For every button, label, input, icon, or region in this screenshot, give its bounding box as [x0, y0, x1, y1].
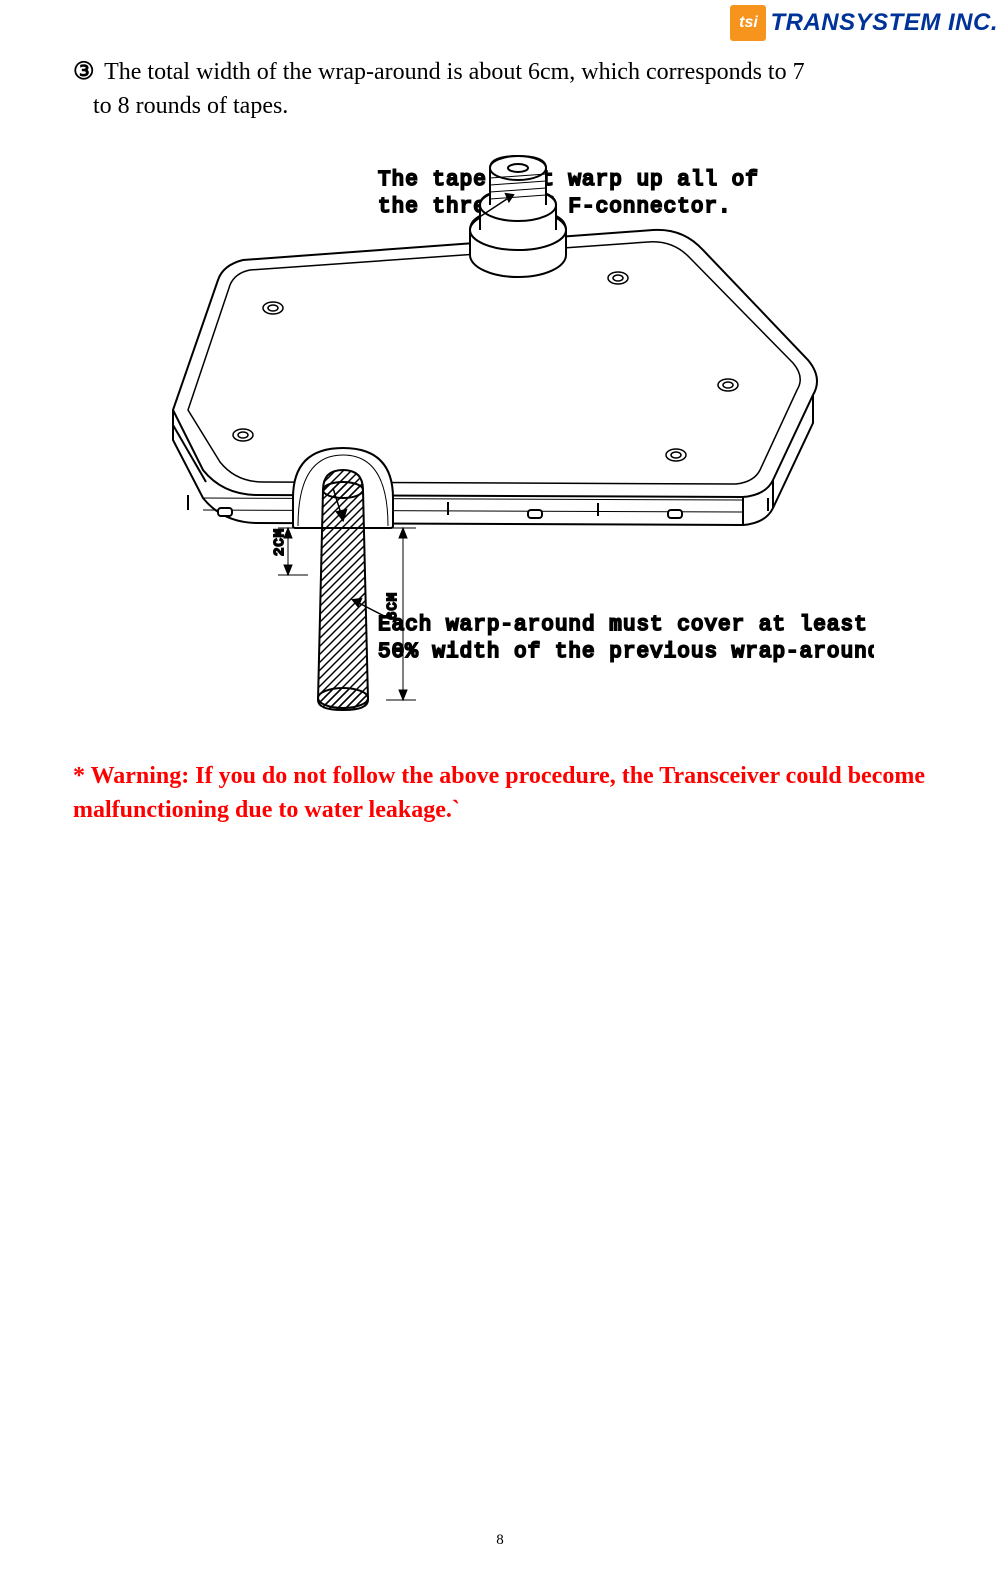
warning-paragraph: * Warning: If you do not follow the abov… [73, 760, 927, 827]
dimension-left: 2CM [272, 528, 288, 556]
company-logo: tsi TRANSYSTEM INC. [730, 5, 998, 41]
annotation-top-1: The tape must warp up all of [378, 169, 759, 192]
annotation-bottom-1: Each warp-around must cover at least [378, 614, 868, 637]
logo-icon-text: tsi [739, 14, 758, 32]
instruction-number: ③ [73, 56, 95, 90]
instruction-line1: The total width of the wrap-around is ab… [104, 59, 805, 85]
instruction-line2: to 8 rounds of tapes. [73, 90, 927, 124]
instruction-paragraph: ③ The total width of the wrap-around is … [73, 56, 927, 123]
technical-diagram: The tape must warp up all of the thread … [128, 150, 874, 716]
diagram-svg: The tape must warp up all of the thread … [128, 150, 874, 716]
logo-company-name: TRANSYSTEM INC. [770, 9, 998, 37]
annotation-bottom-2: 50% width of the previous wrap-around. [378, 641, 874, 664]
page-number: 8 [496, 1532, 504, 1549]
logo-icon: tsi [730, 5, 766, 41]
